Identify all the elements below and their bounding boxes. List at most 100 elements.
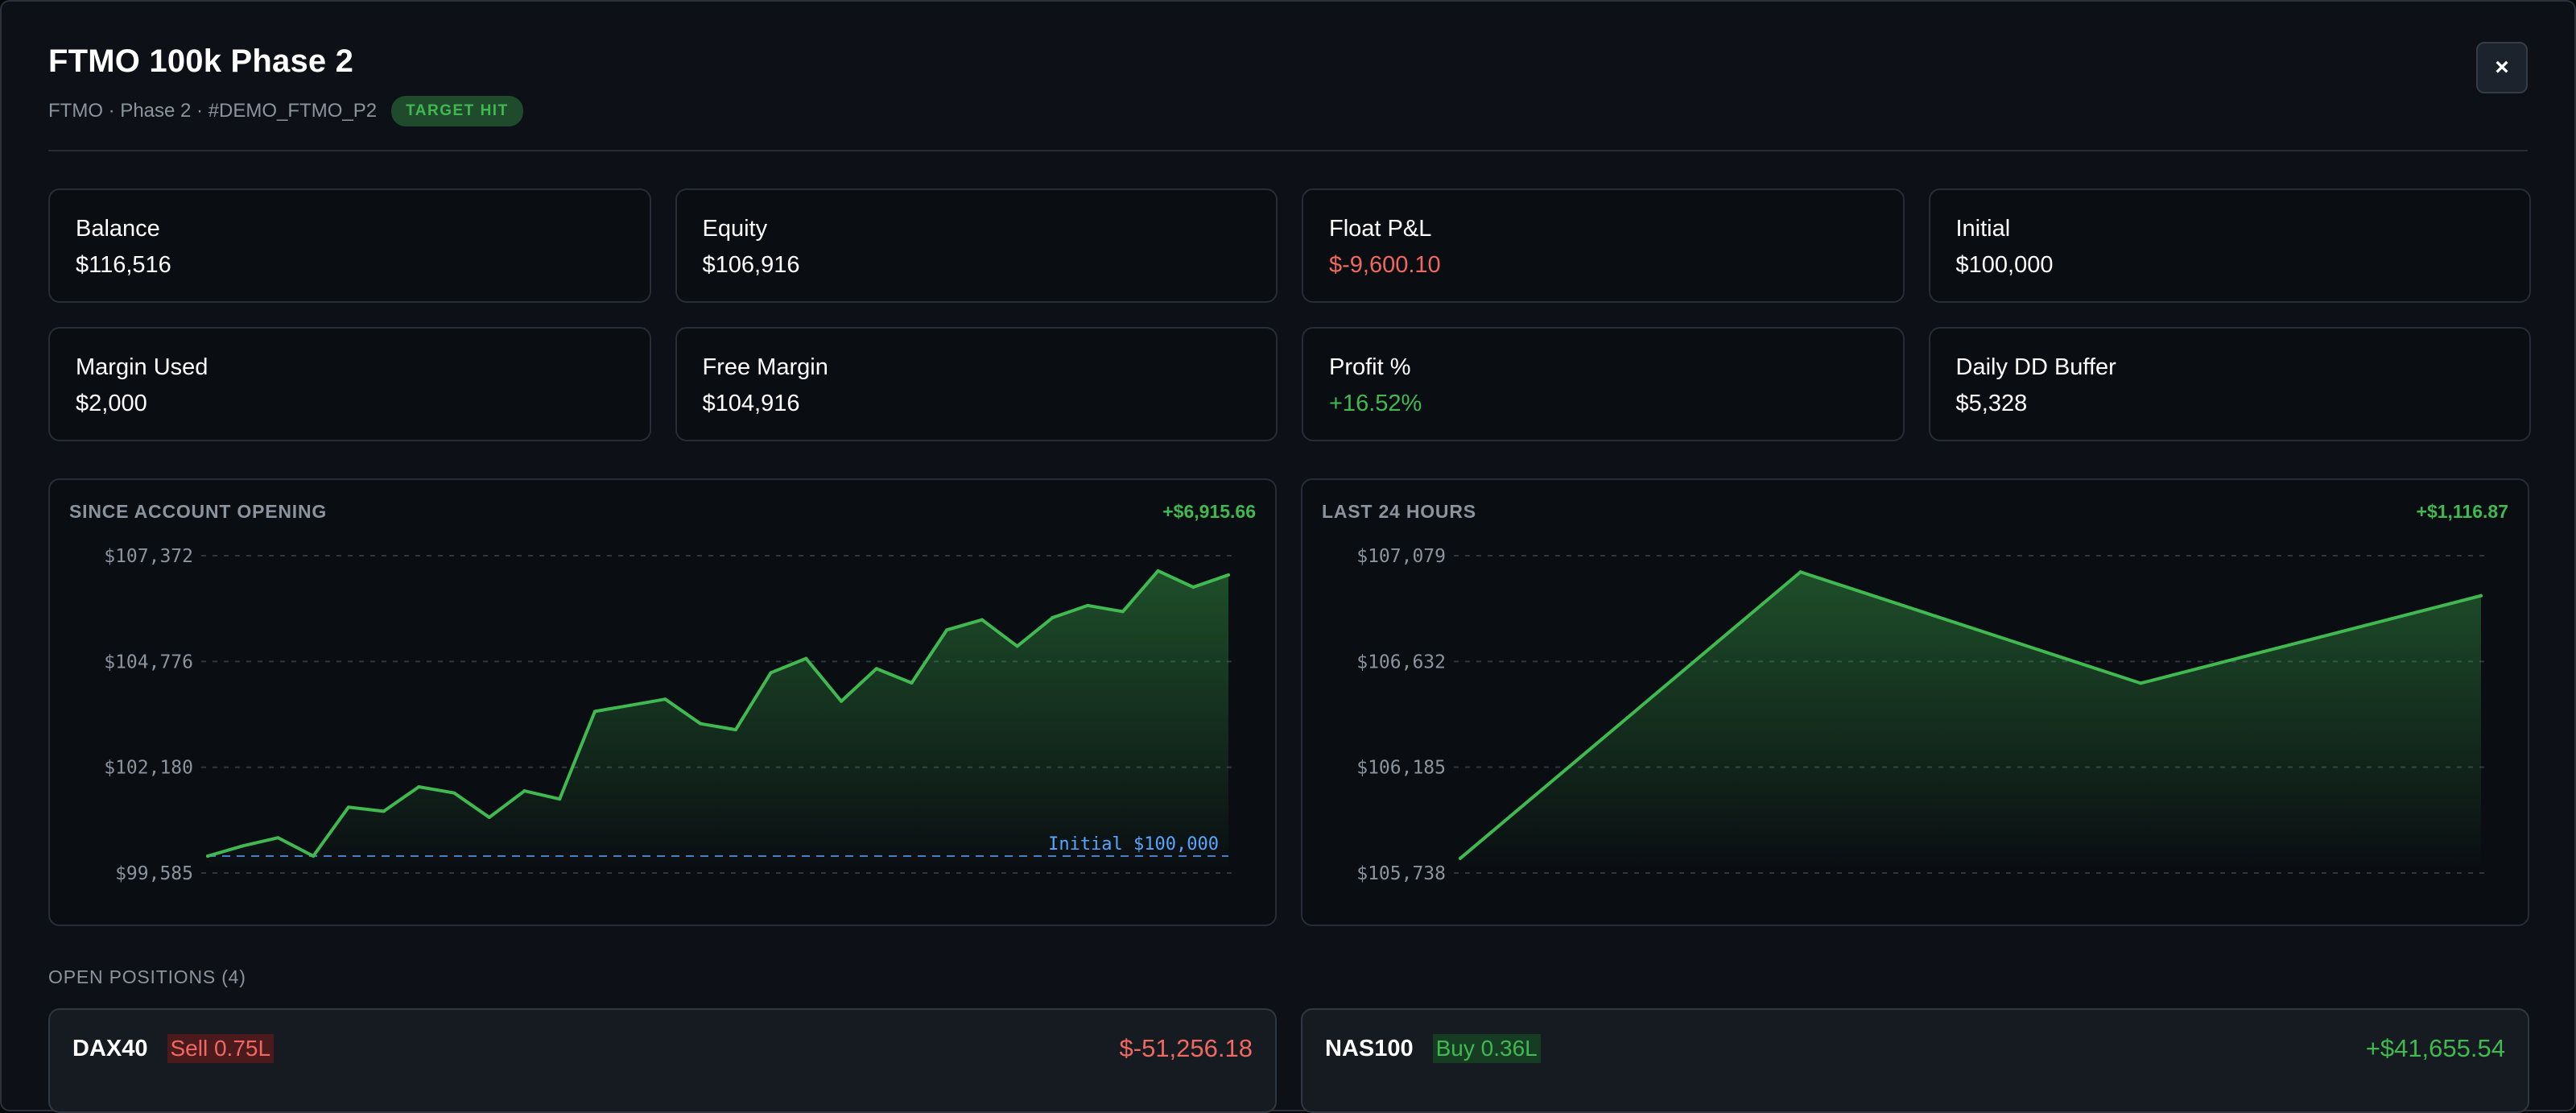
chart-delta: +$1,116.87 (2416, 501, 2508, 522)
stat-card-equity: Equity $106,916 (675, 188, 1278, 303)
data-point (558, 797, 562, 801)
stat-value: $116,516 (76, 252, 171, 278)
stat-value: $104,916 (702, 391, 800, 416)
data-point (1086, 603, 1090, 607)
data-point (980, 618, 984, 622)
stat-card-margin-used: Margin Used $2,000 (48, 327, 651, 441)
data-point (1227, 573, 1230, 577)
data-point (628, 703, 632, 707)
position-card-dax40[interactable]: DAX40 Sell 0.75L $-51,256.18 (48, 1008, 1277, 1113)
y-tick-label: $106,185 (1356, 758, 1446, 779)
y-tick-label: $107,079 (1356, 546, 1446, 567)
data-point (206, 854, 209, 859)
account-subtitle: FTMO · Phase 2 · #DEMO_FTMO_P2 Target Hi… (48, 96, 523, 126)
stat-label: Equity (702, 216, 768, 242)
data-point (1459, 856, 1462, 860)
equity-chart-svg: $107,079 $106,632 $106,185 $105,738 (1356, 546, 2489, 884)
stats-grid: Balance $116,516 Equity $106,916 Float P… (48, 188, 2531, 441)
data-point (346, 805, 350, 809)
close-icon: × (2495, 54, 2509, 81)
status-badge: Target Hit (391, 96, 523, 126)
stat-label: Profit % (1329, 354, 1411, 380)
close-button[interactable]: × (2476, 42, 2528, 93)
header-divider (48, 150, 2528, 151)
stat-value: $100,000 (1955, 252, 2054, 278)
data-point (1156, 569, 1160, 573)
data-point (699, 722, 703, 726)
position-side-badge: Sell 0.75L (167, 1034, 275, 1063)
data-point (452, 791, 456, 795)
y-tick-label: $99,585 (115, 863, 193, 884)
data-point (417, 784, 421, 788)
data-point (769, 671, 773, 675)
stat-card-initial: Initial $100,000 (1928, 188, 2531, 303)
stat-value: $2,000 (76, 391, 147, 416)
y-tick-label: $105,738 (1356, 863, 1446, 884)
data-point (1798, 570, 1802, 574)
stat-card-float-pnl: Float P&L $-9,600.10 (1302, 188, 1905, 303)
page-title: FTMO 100k Phase 2 (48, 43, 354, 79)
equity-chart-last-24h: Last 24 Hours +$1,116.87 $107,079 $106,63… (1301, 478, 2529, 926)
y-tick-label: $104,776 (104, 652, 193, 672)
data-point (2139, 681, 2143, 685)
data-point (382, 809, 386, 813)
data-point (276, 836, 280, 840)
position-side-badge: Buy 0.36L (1432, 1034, 1541, 1063)
equity-chart-since-opening: Since Account Opening +$6,915.66 $107,37… (48, 478, 1277, 926)
position-symbol: DAX40 (72, 1035, 148, 1061)
chart-title: Since Account Opening (69, 501, 328, 522)
data-point (312, 854, 316, 859)
initial-balance-label: Initial $100,000 (1048, 834, 1219, 854)
y-tick-label: $107,372 (104, 546, 193, 567)
data-point (592, 710, 597, 714)
stat-label: Float P&L (1329, 216, 1432, 242)
position-pnl: +$41,655.54 (2365, 1034, 2505, 1062)
data-point (663, 697, 667, 701)
stat-value: $5,328 (1955, 391, 2028, 416)
position-card-nas100[interactable]: NAS100 Buy 0.36L +$41,655.54 (1301, 1008, 2529, 1113)
chart-title: Last 24 Hours (1322, 501, 1476, 522)
stat-label: Daily DD Buffer (1955, 354, 2116, 380)
stat-value: $106,916 (702, 252, 800, 278)
equity-chart-svg: $107,372 $104,776 $102,180 $99,585 Initial $… (104, 546, 1236, 884)
series-line (1459, 570, 2483, 860)
series-area (1460, 572, 2481, 873)
data-point (733, 728, 737, 732)
series-line (206, 569, 1230, 859)
chart-delta: +$6,915.66 (1162, 501, 1256, 522)
y-tick-label: $106,632 (1356, 652, 1446, 672)
data-point (487, 815, 491, 819)
stat-card-balance: Balance $116,516 (48, 188, 651, 303)
data-point (840, 699, 844, 703)
data-point (1051, 616, 1055, 620)
position-symbol: NAS100 (1325, 1035, 1414, 1061)
stat-value: +16.52% (1329, 391, 1422, 416)
data-point (910, 681, 914, 685)
data-point (945, 628, 949, 632)
data-point (1015, 644, 1019, 648)
stat-label: Balance (76, 216, 160, 242)
data-point (1121, 610, 1125, 614)
position-row: DAX40 Sell 0.75L $-51,256.18 (72, 1034, 1253, 1063)
data-point (241, 844, 245, 848)
data-point (2479, 594, 2483, 598)
data-point (804, 656, 808, 660)
stat-label: Initial (1955, 216, 2011, 242)
modal-header: FTMO 100k Phase 2 FTMO · Phase 2 · #DEMO… (48, 43, 523, 126)
stat-value: $-9,600.10 (1329, 252, 1441, 278)
stat-card-profit-percent: Profit % +16.52% (1302, 327, 1905, 441)
data-point (522, 789, 526, 793)
stat-label: Margin Used (76, 354, 208, 380)
series-area (208, 570, 1228, 873)
data-point (1191, 585, 1195, 590)
position-row: NAS100 Buy 0.36L +$41,655.54 (1325, 1034, 2505, 1063)
stat-card-free-margin: Free Margin $104,916 (675, 327, 1278, 441)
position-pnl: $-51,256.18 (1119, 1034, 1253, 1062)
stat-card-daily-dd-buffer: Daily DD Buffer $5,328 (1928, 327, 2531, 441)
data-point (874, 667, 878, 671)
open-positions-heading: Open Positions (4) (48, 966, 246, 987)
y-tick-label: $102,180 (104, 758, 193, 779)
stat-label: Free Margin (702, 354, 828, 380)
account-meta: FTMO · Phase 2 · #DEMO_FTMO_P2 (48, 100, 378, 122)
